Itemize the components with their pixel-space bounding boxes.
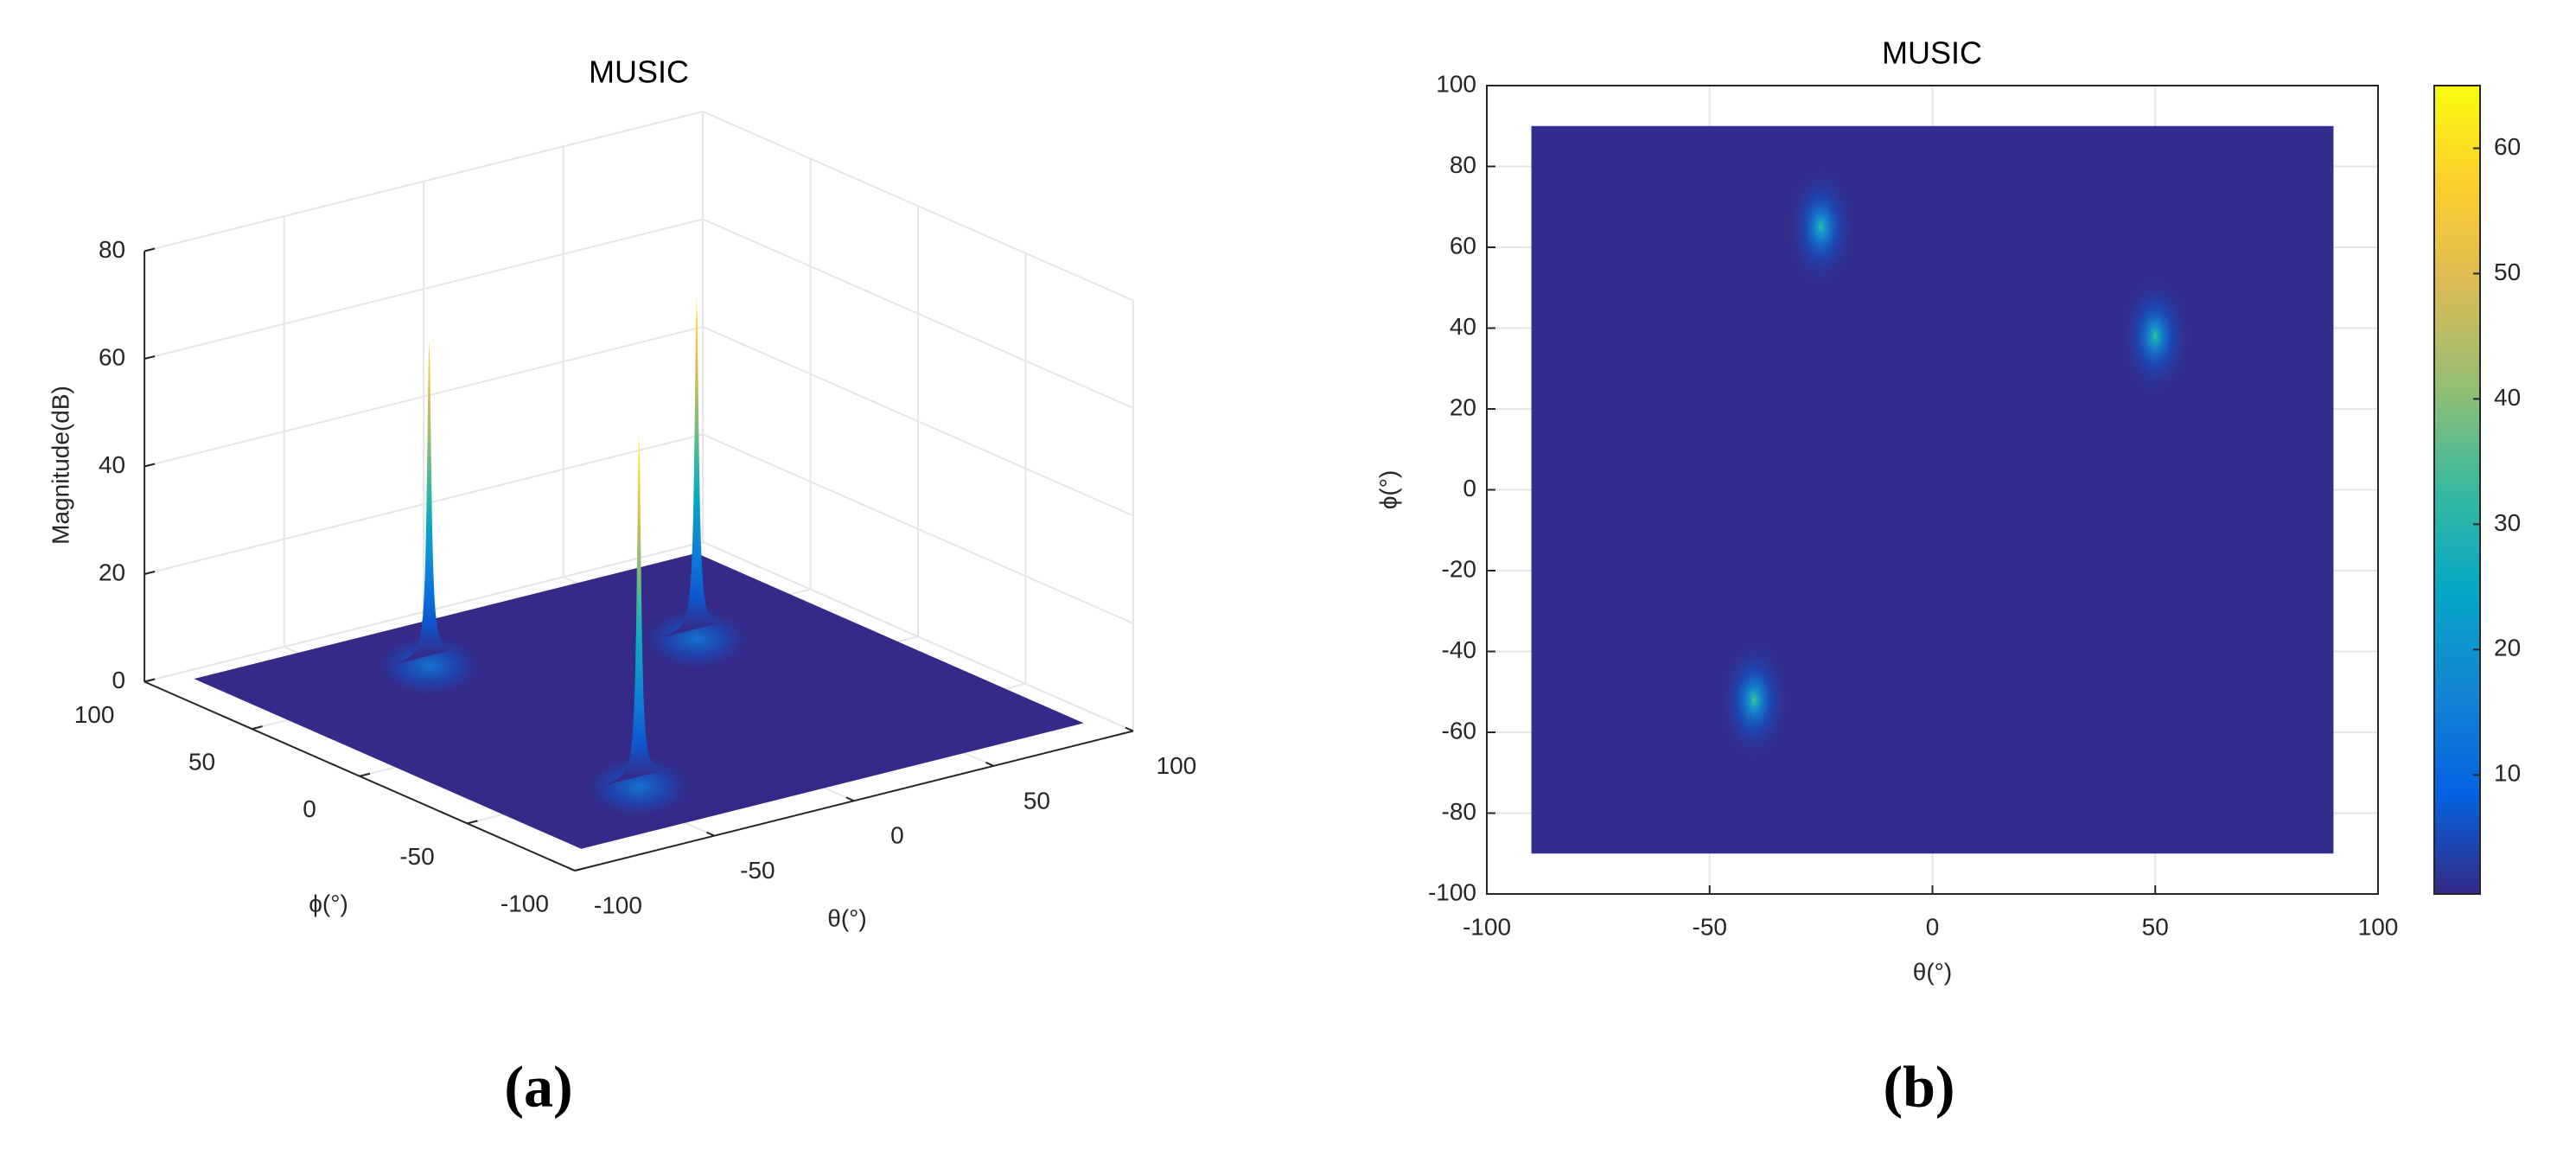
peak-glow (368, 630, 490, 700)
tick-mark (143, 247, 156, 252)
y-tick-label: 50 (188, 749, 215, 776)
x-tick-label: -50 (740, 857, 775, 884)
tick-mark (359, 772, 371, 777)
y-tick-label: -20 (1442, 555, 1476, 582)
tick-mark (705, 831, 715, 837)
colorbar (2433, 85, 2481, 895)
x-tick-label: 100 (2358, 913, 2399, 940)
y-tick-label: 0 (1463, 475, 1476, 501)
peak (2120, 275, 2190, 397)
heatmap-field (1531, 125, 2334, 854)
colorbar-tick-label: 30 (2494, 509, 2521, 536)
x-tick-label: -50 (1693, 913, 1727, 940)
tick-mark (985, 761, 994, 767)
y-tick-label: 80 (1450, 151, 1476, 178)
x-tick-label: 50 (2142, 913, 2169, 940)
colorbar-tick-label: 50 (2494, 259, 2521, 285)
tick-mark (143, 463, 156, 468)
colorbar-tick-label: 10 (2494, 760, 2521, 787)
y-tick-label: -60 (1442, 717, 1476, 744)
x-tick-label: -100 (1463, 913, 1511, 940)
tick-mark (143, 571, 156, 575)
z-tick-label: 80 (99, 236, 125, 263)
tick-mark (566, 866, 576, 872)
x-tick-label: 50 (1023, 787, 1050, 814)
peak (1719, 639, 1789, 761)
y-tick-label: -80 (1442, 798, 1476, 825)
peak (600, 433, 679, 787)
x-tick-label: 0 (1926, 913, 1940, 940)
peak (1786, 166, 1856, 288)
tick-mark (467, 820, 478, 825)
y-tick-label: 40 (1450, 313, 1476, 340)
z-tick-label: 20 (99, 559, 125, 585)
panel-label: (a) (504, 1054, 572, 1120)
x-axis-label: θ(°) (827, 904, 866, 931)
y-tick-label: 100 (1436, 70, 1476, 97)
y-tick-label: -40 (1442, 636, 1476, 663)
peak-glow (635, 603, 757, 674)
y-tick-label: 0 (303, 795, 316, 822)
y-tick-label: -50 (399, 843, 434, 870)
x-tick-label: 100 (1157, 752, 1197, 779)
y-tick-label: 60 (1450, 232, 1476, 259)
colorbar-tick-label: 60 (2494, 133, 2521, 160)
chart-title: MUSIC (589, 54, 689, 90)
tick-mark (1125, 726, 1134, 732)
peak-glow (578, 751, 700, 821)
z-axis-label: Magnitude(dB) (47, 386, 73, 545)
peak (390, 339, 469, 666)
colorbar-tick-label: 20 (2494, 635, 2521, 661)
panel-label: (b) (1883, 1054, 1954, 1120)
tick-mark (574, 867, 586, 872)
y-tick-label: -100 (1428, 878, 1476, 905)
tick-mark (845, 796, 855, 802)
y-axis-label: ϕ(°) (309, 890, 348, 916)
tick-mark (252, 725, 263, 731)
chart-title: MUSIC (1882, 35, 1982, 71)
tick-mark (143, 355, 156, 360)
z-tick-label: 60 (99, 343, 125, 370)
colorbar-tick-label: 40 (2494, 384, 2521, 411)
x-tick-label: -100 (594, 891, 642, 918)
axes-box (1486, 85, 2379, 895)
tick-mark (143, 678, 156, 683)
x-axis-label: θ(°) (1913, 958, 1952, 985)
z-tick-label: 40 (99, 451, 125, 478)
peak (657, 296, 736, 639)
x-tick-label: 0 (890, 822, 904, 849)
z-tick-label: 0 (112, 667, 126, 693)
y-axis-label: ϕ(°) (1374, 470, 1401, 510)
y-tick-label: -100 (501, 890, 549, 916)
y-tick-label: 20 (1450, 393, 1476, 420)
y-tick-label: 100 (74, 701, 115, 728)
